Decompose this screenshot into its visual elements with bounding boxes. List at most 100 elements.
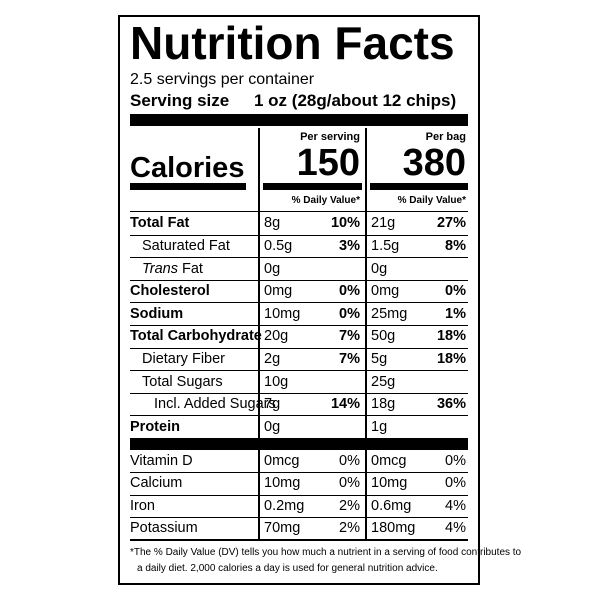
rule [130, 415, 468, 417]
serving-dv: 2% [339, 519, 360, 536]
footnote: a daily diet. 2,000 calories a day is us… [137, 563, 438, 574]
bag-dv: 0% [445, 453, 466, 470]
label-border [118, 15, 480, 585]
bag-dv: 4% [445, 497, 466, 514]
thick-rule [130, 114, 468, 126]
nutrient-name: Vitamin D [130, 453, 193, 470]
name-part: Fat [182, 260, 203, 277]
title: Nutrition Facts [130, 17, 455, 69]
nutrient-name: Protein [130, 418, 180, 435]
serving-amount: 7g [264, 396, 281, 413]
serving-dv: 0% [339, 453, 360, 470]
nutrient-name: Iron [130, 497, 155, 514]
bag-amount: 25g [371, 373, 396, 390]
bag-amount: 10mg [371, 475, 408, 492]
bag-amount: 180mg [371, 519, 416, 536]
serving-size-value: 1 oz (28g/about 12 chips) [254, 91, 457, 110]
nutrient-name: Dietary Fiber [142, 350, 225, 367]
nutrient-name: Total Fat [130, 215, 190, 232]
calories-value: 150 [296, 142, 360, 184]
rule [130, 516, 468, 518]
serving-dv: 0% [339, 475, 360, 492]
bag-dv: 18% [436, 350, 466, 367]
bag-amount: 18g [371, 396, 396, 413]
serving-amount: 70mg [264, 519, 301, 536]
serving-size-label: Serving size [130, 91, 230, 110]
rule [130, 325, 468, 326]
calories-label: Calories [130, 152, 245, 184]
rule [130, 539, 468, 541]
footnote: *The % Daily Value (DV) tells you how mu… [130, 547, 522, 558]
bag-amount: 25mg [371, 305, 408, 322]
bag-amount: 1.5g [371, 237, 400, 254]
serving-dv: 0% [339, 305, 360, 322]
nutrient-name: Calcium [130, 475, 183, 492]
bag-amount: 0mcg [371, 453, 407, 470]
serving-dv: 2% [339, 497, 360, 514]
bag-amount: 0g [371, 260, 388, 277]
bag-amount: 0.6mg [371, 497, 412, 514]
bag-dv: 27% [436, 215, 466, 232]
serving-amount: 20g [264, 328, 289, 345]
serving-dv: 0% [339, 283, 360, 300]
column-divider [365, 128, 367, 539]
dv-header: % Daily Value* [291, 195, 360, 206]
column-divider [258, 128, 260, 539]
serving-dv: 10% [330, 215, 360, 232]
serving-amount: 8g [264, 215, 281, 232]
thick-rule [370, 183, 468, 190]
dv-header: % Daily Value* [397, 195, 466, 206]
serving-dv: 7% [339, 350, 360, 367]
nutrient-name: Incl. Added Sugars [154, 396, 276, 413]
bag-amount: 1g [371, 418, 388, 435]
serving-dv: 7% [339, 328, 360, 345]
nutrient-name: Cholesterol [130, 283, 210, 300]
bag-amount: 0mg [371, 283, 400, 300]
rule [130, 370, 468, 372]
serving-amount: 0mg [264, 283, 293, 300]
rule [130, 257, 468, 259]
serving-amount: 10g [264, 373, 289, 390]
nutrient-name: Total Sugars [142, 373, 223, 390]
bag-dv: 0% [445, 283, 466, 300]
thick-rule [130, 183, 246, 190]
column-header: Per bag [425, 131, 466, 143]
rule [130, 494, 468, 496]
nutrient-name: Potassium [130, 519, 198, 536]
serving-amount: 0.5g [264, 237, 293, 254]
bag-dv: 36% [436, 396, 466, 413]
bag-amount: 5g [371, 350, 388, 367]
bag-dv: 4% [445, 519, 466, 536]
bag-dv: 1% [445, 305, 466, 322]
serving-amount: 0mcg [264, 453, 300, 470]
serving-amount: 10mg [264, 305, 301, 322]
rule [130, 234, 468, 236]
name-part: Trans [142, 260, 178, 277]
serving-amount: 0g [264, 418, 281, 435]
serving-dv: 3% [339, 237, 360, 254]
serving-amount: 10mg [264, 475, 301, 492]
rule [130, 347, 468, 349]
nutrient-name: Total Carbohydrate [130, 328, 262, 345]
bag-amount: 50g [371, 328, 396, 345]
rule [130, 279, 468, 281]
rule [130, 302, 468, 304]
serving-amount: 0.2mg [264, 497, 305, 514]
servings: 2.5 servings per container [130, 71, 315, 88]
serving-amount: 2g [264, 350, 281, 367]
bag-dv: 18% [436, 328, 466, 345]
rule [130, 211, 468, 212]
serving-dv: 14% [330, 396, 360, 413]
calories-value: 380 [402, 142, 466, 184]
rule [130, 472, 468, 474]
column-header: Per serving [300, 131, 360, 143]
bag-amount: 21g [371, 215, 396, 232]
nutrient-name: Trans Fat [142, 261, 203, 277]
serving-amount: 0g [264, 260, 281, 277]
bag-dv: 8% [445, 237, 466, 254]
thick-rule [130, 438, 468, 450]
nutrient-name: Saturated Fat [142, 237, 230, 254]
nutrient-name: Sodium [130, 305, 184, 322]
bag-dv: 0% [445, 475, 466, 492]
